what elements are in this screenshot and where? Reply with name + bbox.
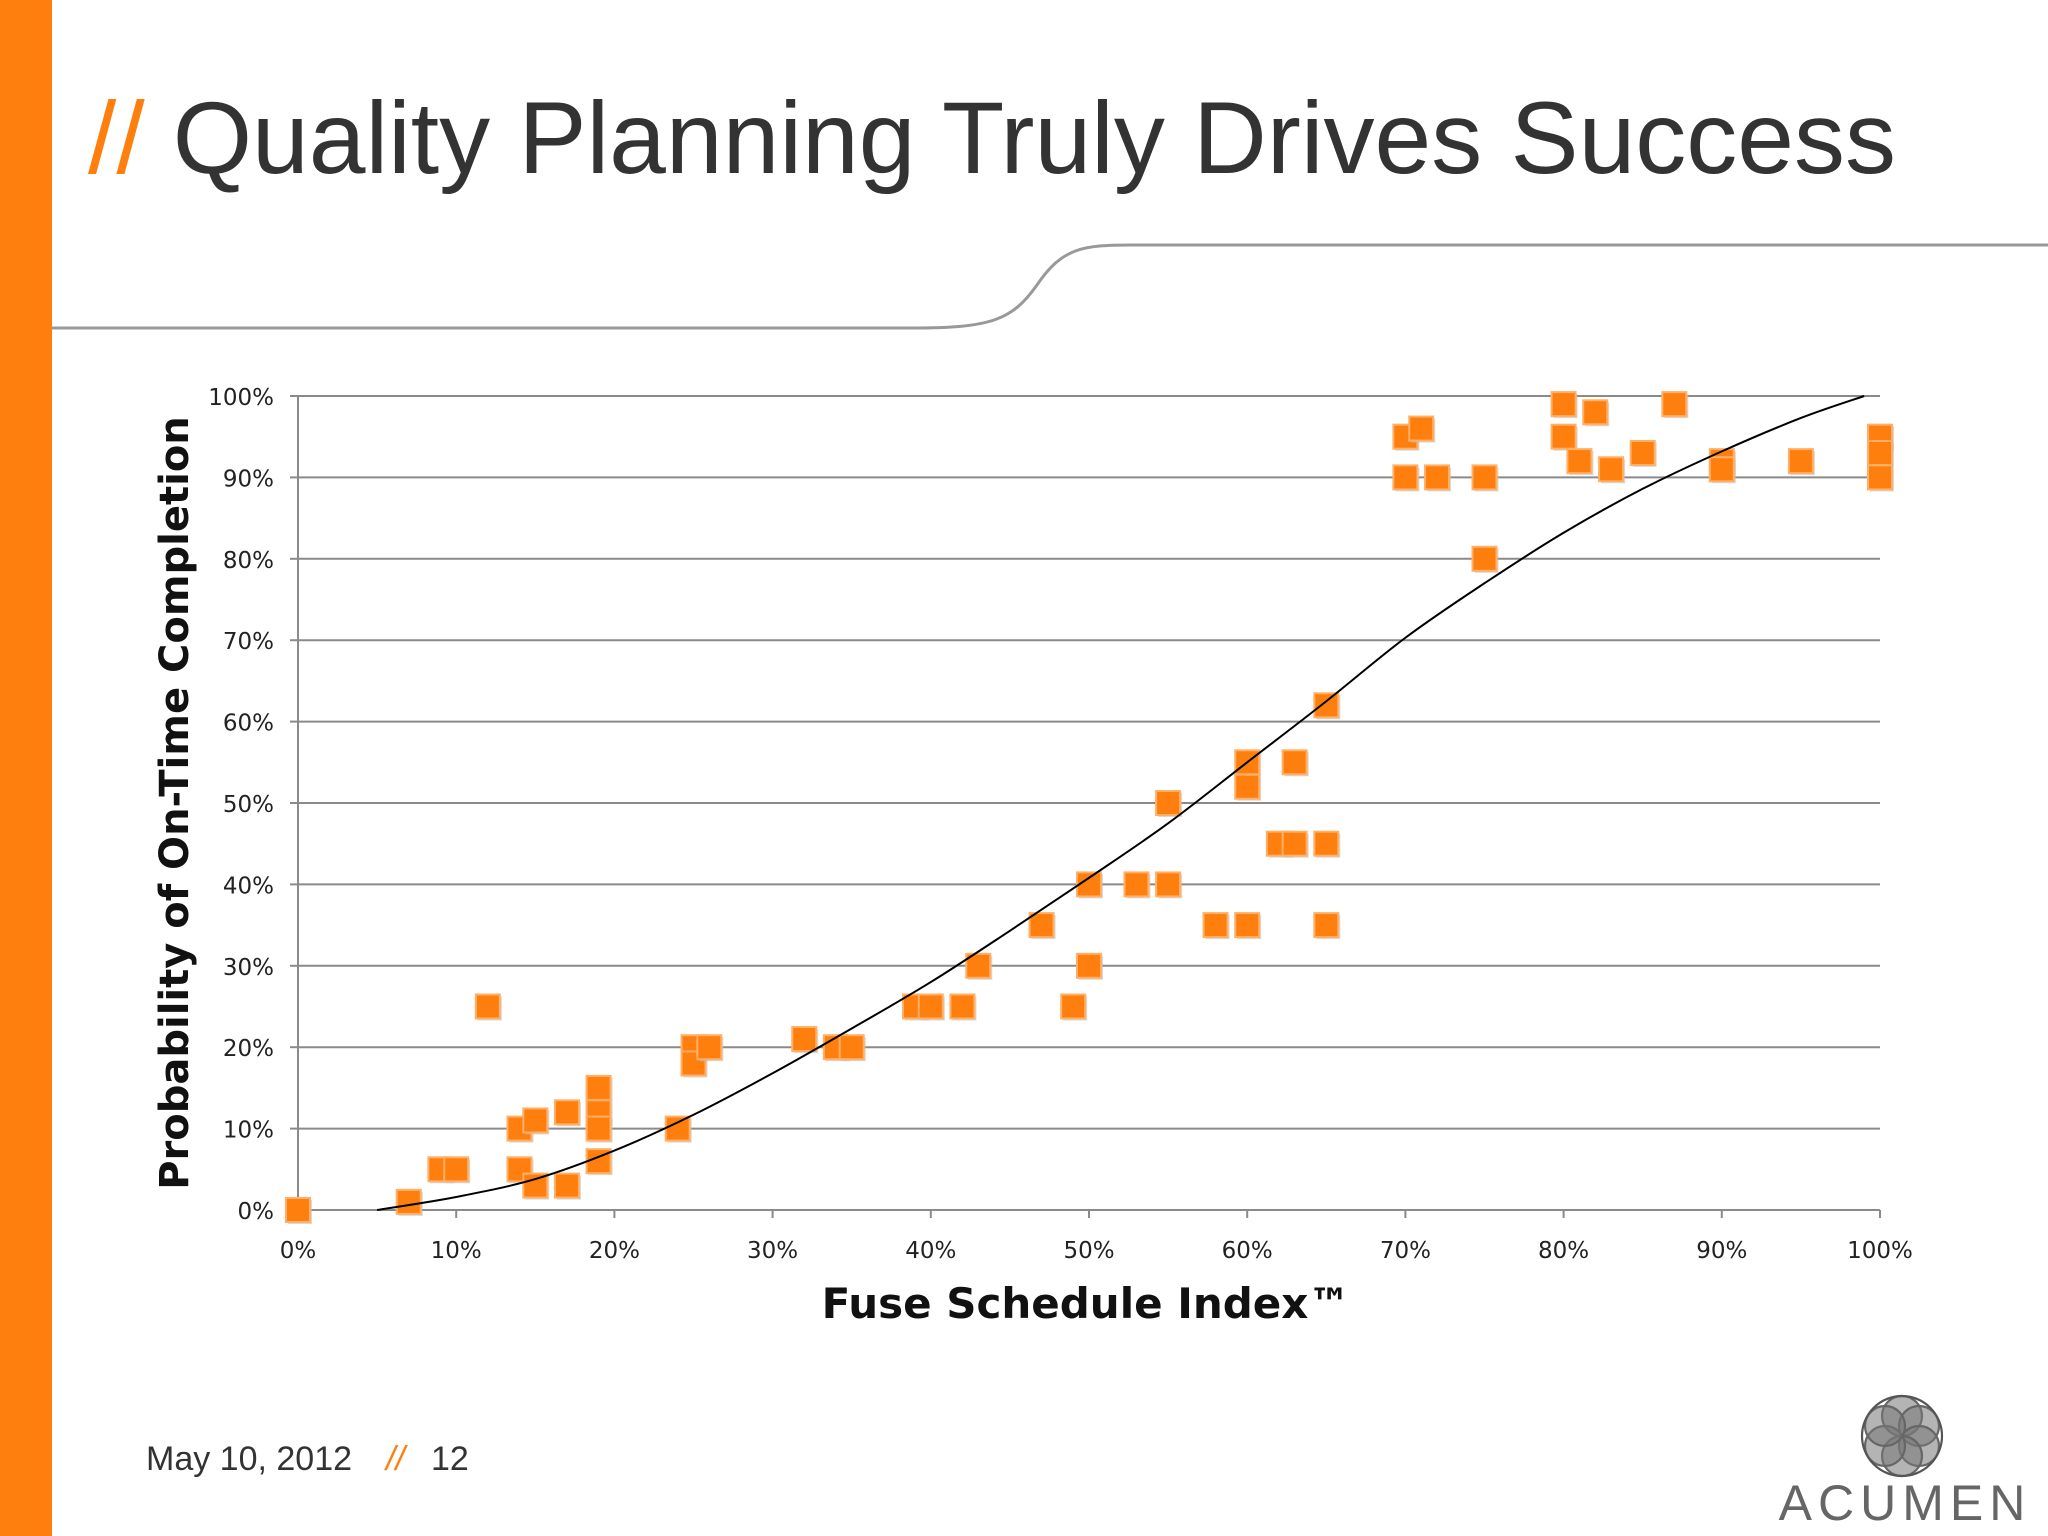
data-point bbox=[1234, 773, 1261, 800]
data-point bbox=[1867, 439, 1893, 466]
data-point bbox=[664, 1115, 691, 1142]
trendline bbox=[376, 395, 1865, 1211]
data-point bbox=[1598, 456, 1625, 483]
footer-separator: // bbox=[386, 1440, 405, 1478]
x-tick-label: 40% bbox=[905, 1238, 956, 1264]
data-point bbox=[1550, 391, 1577, 418]
data-point bbox=[949, 993, 976, 1020]
data-point bbox=[1155, 790, 1182, 816]
data-point bbox=[1550, 423, 1577, 450]
data-point bbox=[1392, 464, 1419, 491]
trendline-curve bbox=[376, 395, 1865, 1211]
data-point bbox=[1234, 912, 1261, 939]
data-point bbox=[1076, 952, 1102, 979]
x-tick-label: 100% bbox=[1847, 1238, 1913, 1264]
x-tick-label: 60% bbox=[1222, 1238, 1273, 1264]
title-text: Quality Planning Truly Drives Success bbox=[172, 81, 1897, 195]
data-point bbox=[1408, 415, 1435, 442]
data-point bbox=[1424, 464, 1451, 491]
y-tick-label: 70% bbox=[223, 629, 274, 655]
data-point bbox=[1471, 545, 1498, 572]
data-point bbox=[917, 993, 944, 1020]
x-tick-label: 0% bbox=[280, 1238, 317, 1264]
x-tick-label: 90% bbox=[1696, 1238, 1747, 1264]
tick-labels: 0% 10% 20% 30% 40% 50% 60% 70% 80% 90% 100% 0% 10% 20… bbox=[208, 385, 1913, 1264]
data-point bbox=[1661, 391, 1688, 418]
page-number: 12 bbox=[430, 1440, 469, 1478]
chart-axes bbox=[290, 395, 1881, 1218]
data-point bbox=[522, 1107, 549, 1134]
chart-grid bbox=[298, 395, 1880, 1130]
data-point bbox=[1471, 464, 1498, 491]
title-divider-line bbox=[52, 243, 2048, 330]
data-point bbox=[680, 1050, 707, 1077]
data-point bbox=[1629, 439, 1656, 466]
x-tick-label: 10% bbox=[431, 1238, 482, 1264]
data-point bbox=[1123, 871, 1150, 898]
slide-title: //Quality Planning Truly Drives Success bbox=[88, 78, 1896, 198]
data-point bbox=[1155, 871, 1182, 898]
data-point bbox=[585, 1074, 612, 1101]
data-point bbox=[1202, 912, 1229, 939]
data-point bbox=[1281, 830, 1308, 857]
data-point bbox=[553, 1172, 580, 1199]
data-point bbox=[553, 1099, 580, 1126]
data-point bbox=[1566, 448, 1593, 475]
y-tick-label: 60% bbox=[223, 711, 274, 737]
accent-side-bar bbox=[0, 0, 52, 1536]
y-tick-label: 0% bbox=[238, 1199, 275, 1225]
x-tick-label: 20% bbox=[589, 1238, 640, 1264]
x-tick-label: 30% bbox=[747, 1238, 798, 1264]
x-tick-label: 80% bbox=[1538, 1238, 1589, 1264]
data-point bbox=[285, 1197, 311, 1223]
data-point bbox=[838, 1034, 865, 1061]
y-tick-label: 100% bbox=[208, 385, 274, 411]
y-tick-label: 30% bbox=[223, 955, 274, 981]
data-points bbox=[285, 391, 1894, 1224]
y-tick-label: 90% bbox=[223, 466, 274, 492]
data-point bbox=[395, 1188, 422, 1215]
data-point bbox=[585, 1115, 612, 1142]
data-point bbox=[1313, 912, 1340, 939]
data-point bbox=[1281, 749, 1308, 776]
y-tick-label: 10% bbox=[223, 1118, 274, 1144]
y-tick-label: 50% bbox=[223, 792, 274, 818]
y-axis-label: Probability of On-Time Completion bbox=[152, 416, 198, 1190]
x-tick-label: 50% bbox=[1063, 1238, 1114, 1264]
data-point bbox=[474, 993, 501, 1020]
y-tick-label: 80% bbox=[223, 548, 274, 574]
data-point bbox=[696, 1034, 723, 1061]
x-axis-label: Fuse Schedule Index™ bbox=[822, 1279, 1351, 1328]
data-point bbox=[1060, 993, 1087, 1020]
data-point bbox=[791, 1026, 818, 1053]
data-point bbox=[1313, 692, 1340, 719]
y-tick-label: 40% bbox=[223, 873, 274, 899]
data-point bbox=[1708, 456, 1735, 483]
slide-footer: May 10, 2012 // 12 bbox=[146, 1440, 469, 1479]
x-tick-label: 70% bbox=[1380, 1238, 1431, 1264]
data-point bbox=[1313, 830, 1340, 857]
data-point bbox=[1787, 448, 1814, 475]
data-point bbox=[1582, 399, 1609, 426]
acumen-logo-icon bbox=[1860, 1394, 1944, 1478]
footer-date: May 10, 2012 bbox=[146, 1440, 353, 1478]
title-slashes: // bbox=[88, 81, 145, 195]
logo-wordmark: ACUMEN bbox=[1778, 1475, 2032, 1531]
data-point bbox=[1867, 464, 1893, 491]
y-tick-label: 20% bbox=[223, 1036, 274, 1062]
data-point bbox=[1028, 912, 1055, 939]
data-point bbox=[443, 1156, 470, 1183]
